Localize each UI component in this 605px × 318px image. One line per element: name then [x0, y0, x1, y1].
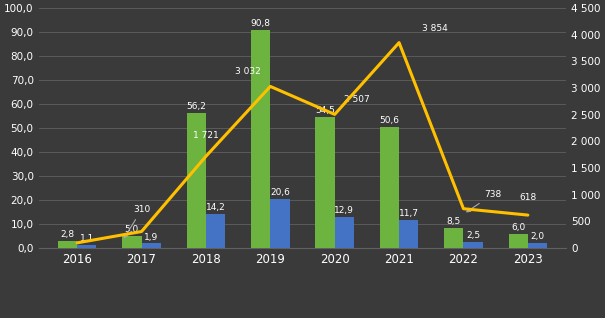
Text: 1 721: 1 721: [193, 131, 219, 140]
Text: 3 032: 3 032: [235, 67, 261, 76]
Text: 310: 310: [125, 205, 150, 238]
Text: 738: 738: [467, 190, 501, 212]
Text: 56,2: 56,2: [186, 102, 206, 111]
Bar: [509, 234, 528, 248]
Bar: [206, 214, 225, 248]
Bar: [444, 228, 463, 248]
Bar: [528, 243, 547, 248]
Bar: [399, 220, 419, 248]
Bar: [77, 245, 96, 248]
Text: 618: 618: [519, 193, 537, 202]
Text: 2,5: 2,5: [466, 231, 480, 240]
Bar: [335, 217, 354, 248]
Text: 5,0: 5,0: [125, 225, 139, 234]
Text: 1,1: 1,1: [80, 234, 94, 244]
Text: 12,9: 12,9: [335, 206, 355, 215]
Text: 14,2: 14,2: [206, 203, 226, 212]
Text: 1,9: 1,9: [144, 232, 159, 242]
Text: 2,0: 2,0: [531, 232, 544, 241]
Text: 2,8: 2,8: [60, 231, 74, 239]
Text: 97: 97: [0, 317, 1, 318]
Text: 6,0: 6,0: [511, 223, 525, 232]
Text: 54,5: 54,5: [315, 107, 335, 115]
Text: 90,8: 90,8: [250, 19, 270, 28]
Text: 2 507: 2 507: [344, 95, 370, 104]
Text: 20,6: 20,6: [270, 188, 290, 197]
Bar: [315, 117, 335, 248]
Text: 11,7: 11,7: [399, 209, 419, 218]
Bar: [186, 113, 206, 248]
Bar: [380, 127, 399, 248]
Text: 3 854: 3 854: [422, 24, 447, 33]
Bar: [122, 236, 142, 248]
Legend: Ilość energii w TWh, wartość energii w mld zł, zakontraktowana moc w MW: Ilość energii w TWh, wartość energii w m…: [63, 315, 542, 318]
Bar: [270, 199, 290, 248]
Bar: [142, 244, 161, 248]
Text: 8,5: 8,5: [446, 217, 461, 226]
Bar: [463, 242, 483, 248]
Bar: [58, 241, 77, 248]
Text: 50,6: 50,6: [379, 116, 399, 125]
Bar: [251, 30, 270, 248]
